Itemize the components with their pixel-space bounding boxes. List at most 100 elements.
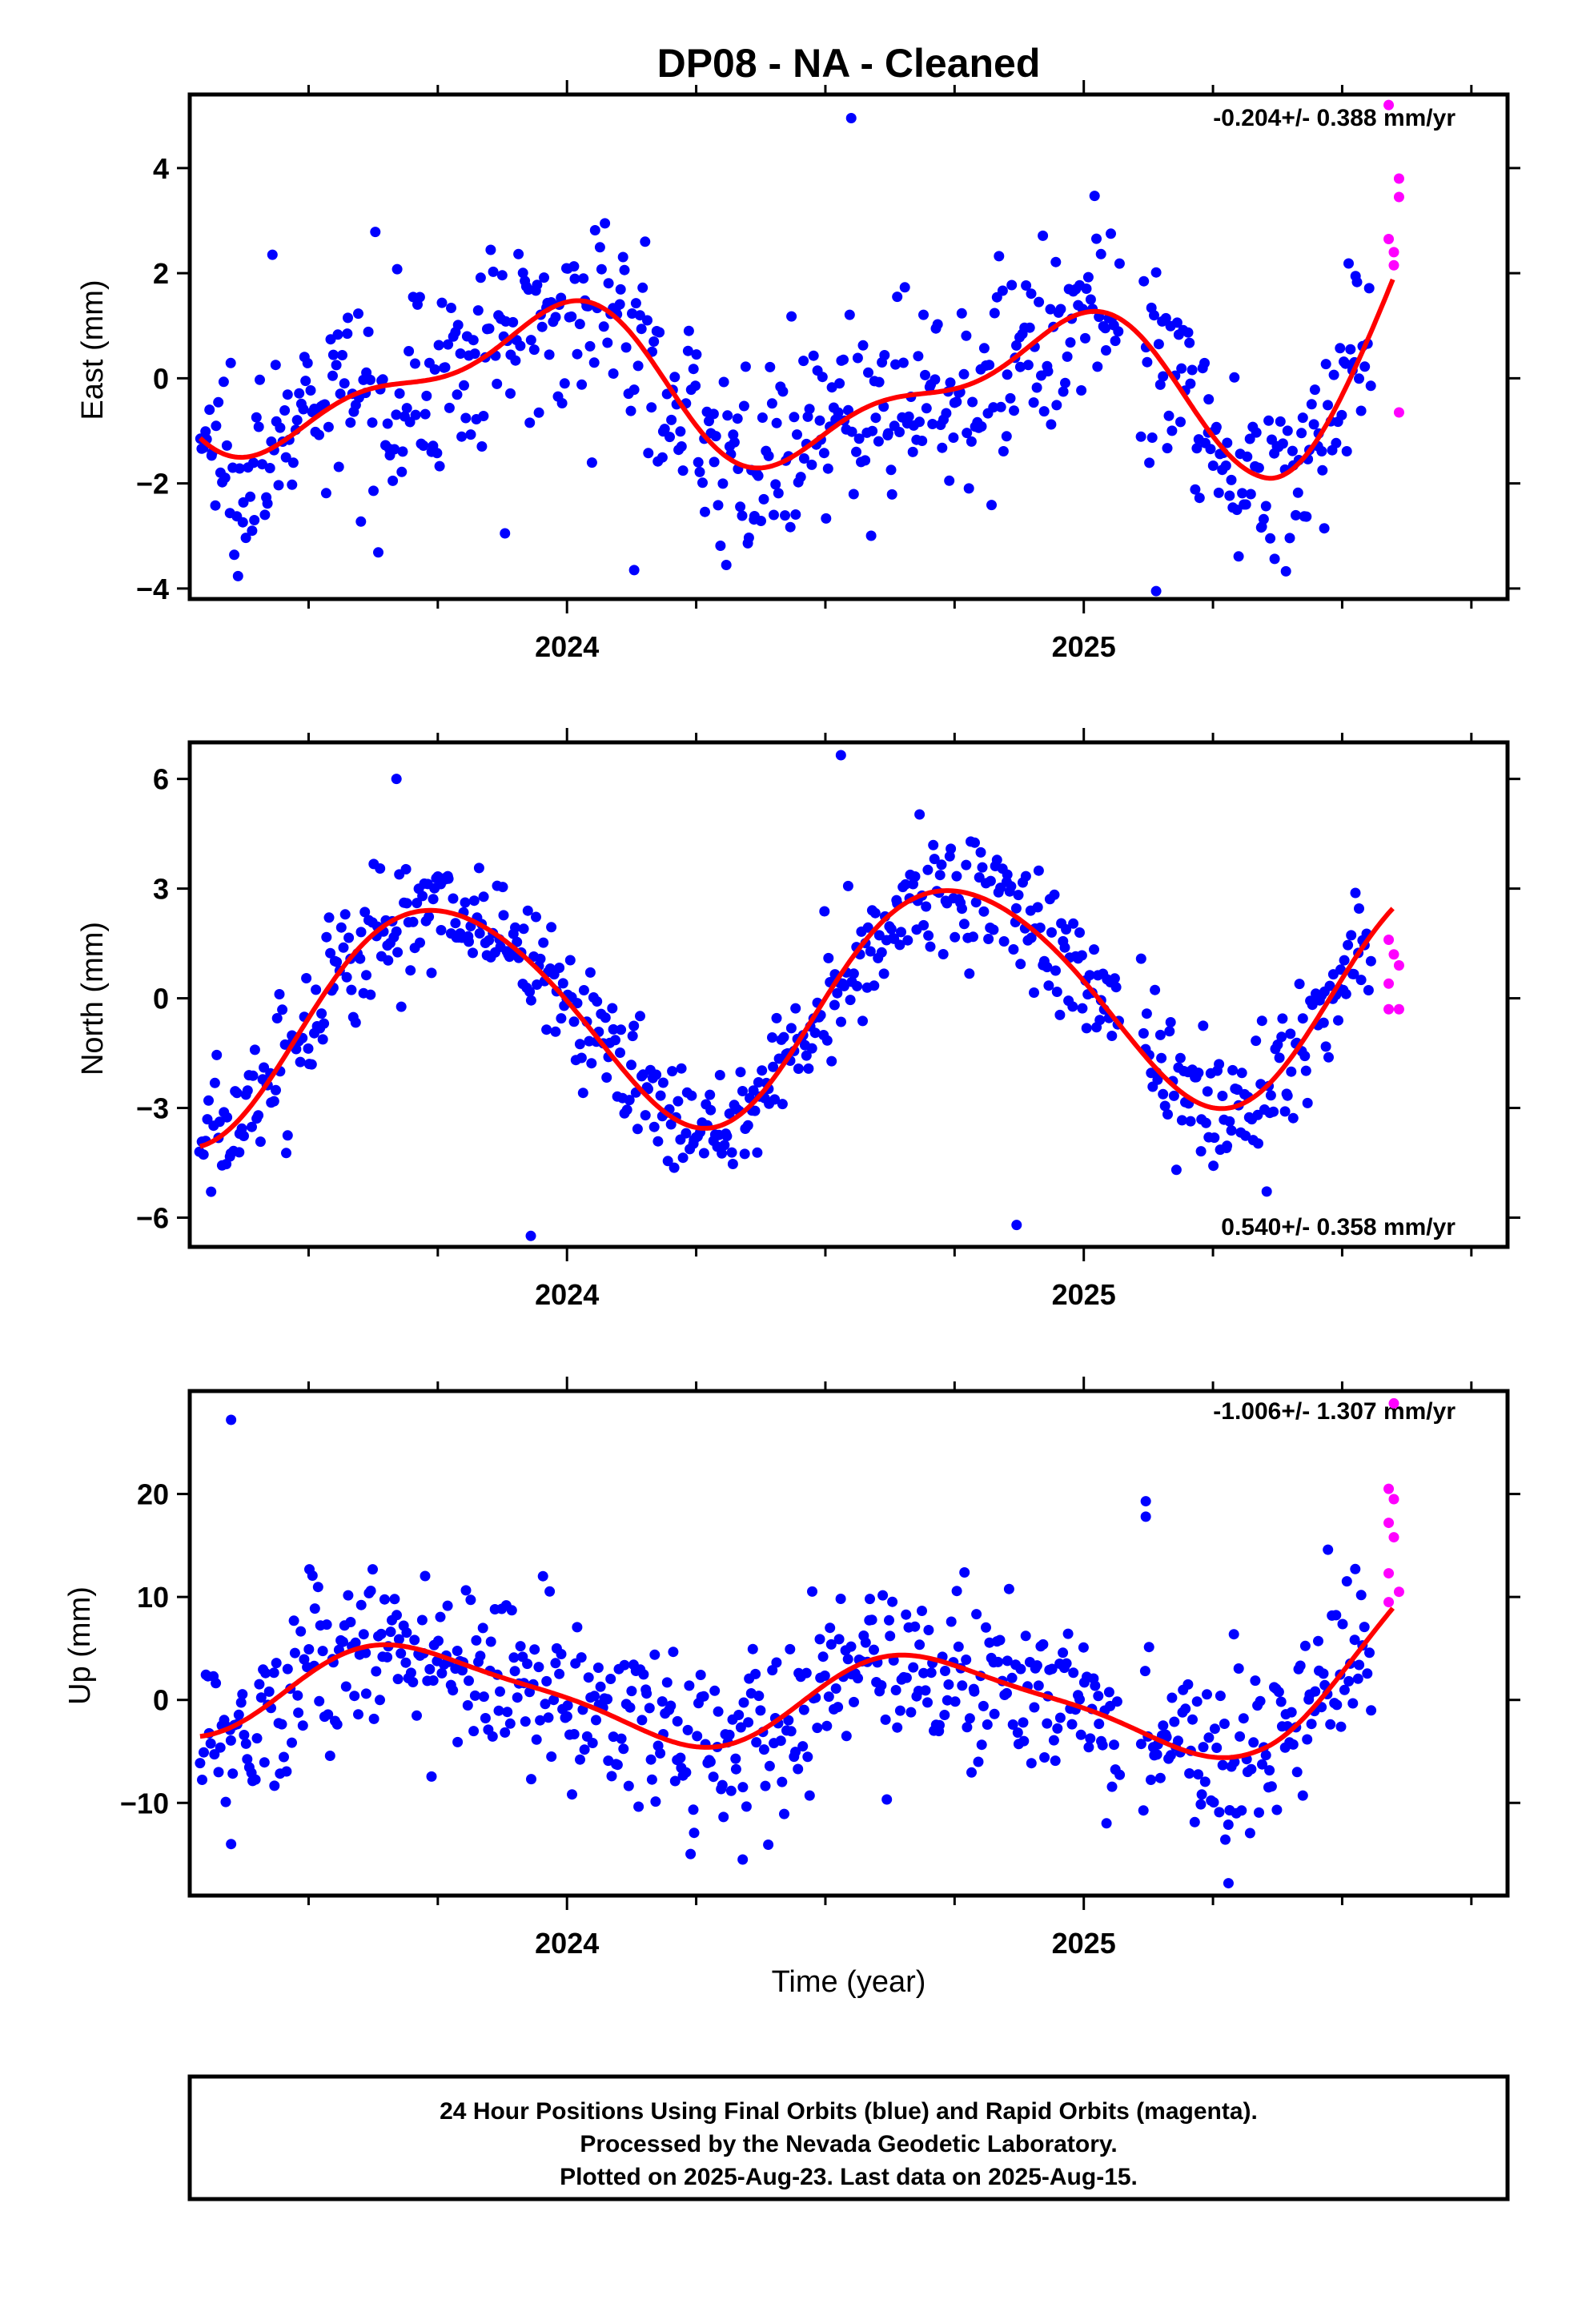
east-final-point (897, 357, 909, 368)
east-final-point (1144, 457, 1155, 468)
north-final-point (835, 750, 846, 761)
up-final-point (606, 1771, 617, 1782)
north-final-point (518, 923, 529, 935)
east-final-point (848, 489, 859, 500)
east-final-point (677, 465, 689, 476)
north-final-point (902, 935, 913, 946)
north-final-point (676, 1063, 687, 1074)
up-final-point (276, 1719, 287, 1730)
east-final-point (967, 396, 978, 408)
up-final-point (1161, 1731, 1172, 1743)
east-final-point (1211, 421, 1222, 432)
north-final-point (396, 1001, 407, 1012)
north-final-point (474, 928, 485, 939)
up-final-point (1140, 1496, 1151, 1507)
east-final-point (713, 500, 724, 511)
up-final-point (1195, 1799, 1207, 1810)
north-final-point (295, 1056, 306, 1068)
up-final-point (1038, 1638, 1049, 1650)
north-final-point (249, 1044, 260, 1055)
up-final-point (520, 1716, 531, 1727)
east-final-point (468, 335, 479, 346)
up-final-point (705, 1756, 716, 1767)
up-final-point (1090, 1680, 1101, 1691)
east-final-point (951, 396, 962, 408)
east-final-point (478, 411, 489, 421)
up-final-point (923, 1625, 934, 1635)
north-final-point (1150, 984, 1161, 995)
north-final-point (686, 1090, 697, 1101)
north-final-point (578, 985, 589, 995)
north-final-point (806, 1043, 817, 1054)
east-final-point (870, 412, 881, 424)
up-final-point (918, 1667, 930, 1679)
up-final-point (619, 1659, 630, 1671)
east-final-point (210, 500, 221, 511)
north-final-point (1200, 1117, 1211, 1128)
up-final-point (1209, 1723, 1220, 1735)
up-final-point (877, 1590, 889, 1601)
up-final-point (602, 1694, 613, 1705)
up-final-point (227, 1768, 239, 1779)
north-final-point (277, 1004, 288, 1015)
up-final-point (522, 1659, 533, 1670)
north-final-point (909, 871, 921, 882)
north-final-point (918, 919, 930, 931)
north-final-point (826, 1055, 837, 1067)
east-final-point (1146, 432, 1158, 443)
east-final-point (944, 475, 955, 486)
north-final-point (557, 978, 568, 989)
up-final-point (672, 1715, 683, 1727)
up-final-point (199, 1747, 209, 1758)
up-final-point (1350, 1563, 1361, 1574)
up-final-point (405, 1667, 416, 1679)
east-final-point (1138, 275, 1150, 287)
up-final-point (636, 1715, 648, 1726)
up-final-point (978, 1700, 989, 1711)
up-final-point (314, 1695, 325, 1707)
north-final-point (803, 1063, 814, 1074)
east-final-point (1341, 446, 1352, 456)
east-final-point (525, 335, 536, 346)
north-final-point (970, 897, 982, 908)
up-final-point (695, 1670, 706, 1680)
up-final-point (942, 1695, 953, 1706)
east-final-point (536, 321, 548, 332)
east-final-point (1051, 400, 1062, 411)
east-final-point (619, 264, 630, 275)
up-final-point (821, 1720, 833, 1731)
up-final-point (880, 1714, 891, 1725)
up-final-point (885, 1630, 896, 1642)
north-y-tick-label: −6 (136, 1201, 169, 1234)
up-final-point (541, 1675, 552, 1687)
north-final-point (1202, 1086, 1213, 1097)
up-rate-label: -1.006+/- 1.307 mm/yr (1213, 1398, 1456, 1425)
east-final-point (1263, 415, 1275, 426)
north-final-point (621, 1104, 632, 1116)
east-final-point (989, 308, 1000, 319)
north-y-tick-label: 0 (153, 983, 169, 1015)
east-plot-frame (187, 92, 1510, 601)
east-final-point (892, 292, 903, 303)
up-final-point (760, 1780, 771, 1791)
up-final-point (1331, 1699, 1343, 1711)
east-final-point (758, 493, 769, 505)
east-final-point (1062, 351, 1073, 362)
east-final-point (200, 426, 211, 437)
up-final-point (464, 1675, 474, 1687)
north-final-point (317, 1034, 328, 1045)
east-final-point (715, 541, 726, 551)
east-rapid-point (1393, 407, 1404, 418)
east-final-point (345, 417, 356, 428)
up-final-point (371, 1666, 382, 1677)
east-final-point (337, 350, 347, 360)
north-final-point (771, 1012, 782, 1023)
east-final-point (433, 340, 444, 351)
north-final-point (436, 925, 447, 935)
north-final-point (936, 859, 947, 870)
east-final-point (1095, 248, 1106, 259)
up-final-point (205, 1738, 216, 1749)
north-final-point (616, 1024, 627, 1035)
east-final-point (930, 374, 941, 385)
east-final-point (1287, 445, 1298, 456)
